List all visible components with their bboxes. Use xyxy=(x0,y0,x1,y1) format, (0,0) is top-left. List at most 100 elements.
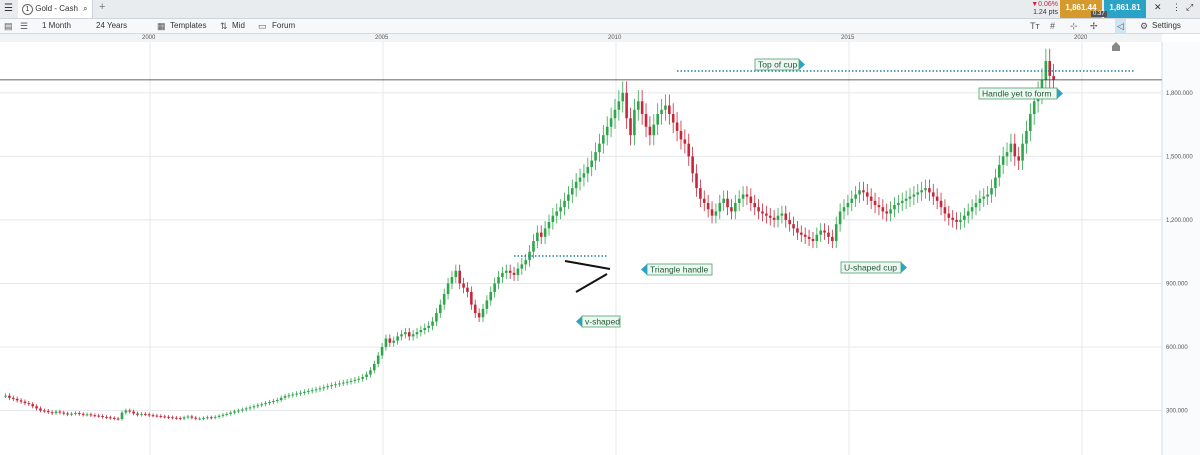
candle-body xyxy=(951,217,954,220)
mid-icon[interactable]: ⇅ xyxy=(220,21,228,31)
candle-body xyxy=(268,402,271,404)
forum-icon[interactable]: ▭ xyxy=(258,21,267,31)
instrument-tab[interactable]: 1 Gold - Cash ⌕ xyxy=(18,0,93,18)
candle xyxy=(167,415,170,420)
candle xyxy=(182,415,186,421)
candle-body xyxy=(636,101,640,110)
candle xyxy=(190,414,194,420)
candle-body xyxy=(551,215,555,223)
candle xyxy=(23,399,27,406)
candle xyxy=(687,133,691,166)
candle xyxy=(217,414,221,419)
range-selector[interactable]: 24 Years xyxy=(96,21,128,30)
forum-button[interactable]: Forum xyxy=(272,21,296,30)
candle xyxy=(668,94,671,125)
candle-body xyxy=(419,330,423,333)
candle-body xyxy=(501,272,504,278)
templates-button[interactable]: Templates xyxy=(170,21,207,30)
candle xyxy=(854,186,857,207)
plus-icon[interactable]: + xyxy=(99,1,106,13)
tab-title: Gold - Cash xyxy=(35,4,78,13)
candle xyxy=(959,212,962,230)
search-icon[interactable]: ⌕ xyxy=(83,4,88,13)
candle-body xyxy=(675,122,679,131)
candle xyxy=(924,179,927,199)
candle xyxy=(648,116,652,146)
crosshair-icon[interactable]: ⊹ xyxy=(1070,21,1078,31)
templates-icon[interactable]: ▦ xyxy=(157,21,166,31)
candle-body xyxy=(753,202,757,208)
annotation-v-shaped: v-shaped xyxy=(576,315,621,328)
candle xyxy=(163,414,166,419)
candle xyxy=(621,81,625,113)
candle-body xyxy=(648,126,652,136)
candle-body xyxy=(547,222,551,229)
candle-body xyxy=(660,109,663,115)
candle xyxy=(1052,63,1055,92)
candle xyxy=(396,332,399,345)
candle-body xyxy=(737,198,741,203)
list-icon[interactable]: ☰ xyxy=(20,21,29,31)
candle xyxy=(373,360,376,374)
candle xyxy=(147,412,151,417)
candle-body xyxy=(726,198,729,208)
candle-body xyxy=(299,392,302,394)
maximize-icon[interactable]: ⤢ xyxy=(1186,2,1194,12)
candle xyxy=(454,264,458,284)
candle-body xyxy=(140,413,143,415)
layout-icon[interactable]: ▤ xyxy=(4,21,13,31)
candle xyxy=(27,400,31,407)
candle xyxy=(528,245,531,267)
close-icon[interactable]: ✕ xyxy=(1154,2,1162,12)
candle xyxy=(656,103,659,136)
buy-price-button[interactable]: 1,861.81 xyxy=(1104,0,1146,18)
candle-body xyxy=(209,417,213,419)
candle-body xyxy=(124,410,128,413)
candle-body xyxy=(970,207,974,212)
candle xyxy=(341,379,345,387)
candle xyxy=(970,199,974,220)
candle xyxy=(982,188,986,207)
text-tool-icon[interactable]: Tт xyxy=(1030,21,1040,31)
candle xyxy=(679,120,683,150)
tag-icon[interactable]: ◁ xyxy=(1115,19,1126,33)
spread-value: 0.37 xyxy=(1091,11,1107,17)
candle-body xyxy=(668,105,671,115)
triangle-lower-line xyxy=(575,273,608,293)
y-tick-label: 300.000 xyxy=(1166,409,1188,415)
candle-body xyxy=(128,410,132,412)
candle-body xyxy=(322,387,326,389)
gear-icon[interactable]: ⚙ xyxy=(1140,21,1149,31)
candle-body xyxy=(159,416,163,418)
candle-body xyxy=(23,401,27,404)
candle xyxy=(629,107,632,146)
candle-body xyxy=(19,400,23,402)
candle xyxy=(939,192,943,216)
candle-body xyxy=(338,383,341,385)
candle-body xyxy=(621,92,625,102)
candle-body xyxy=(384,338,388,347)
pointer-icon[interactable]: ✢ xyxy=(1090,21,1098,31)
candle-body xyxy=(625,92,628,119)
interval-selector[interactable]: 1 Month xyxy=(42,21,71,30)
candle xyxy=(275,397,279,404)
candle xyxy=(1009,133,1013,162)
more-icon[interactable]: ⋮ xyxy=(1172,2,1181,12)
candle-body xyxy=(834,224,838,242)
candle-body xyxy=(295,393,298,395)
candle xyxy=(326,383,330,390)
candle xyxy=(283,393,287,401)
candle xyxy=(458,264,462,290)
candle xyxy=(776,207,780,228)
candle xyxy=(730,199,733,220)
candle xyxy=(400,330,403,341)
candle-body xyxy=(939,200,943,208)
candle xyxy=(691,146,694,183)
grid-icon[interactable]: # xyxy=(1050,21,1056,31)
hamburger-icon[interactable]: ☰ xyxy=(4,3,13,14)
candle xyxy=(718,194,722,220)
mid-button[interactable]: Mid xyxy=(232,21,245,30)
candle xyxy=(260,402,264,408)
settings-button[interactable]: Settings xyxy=(1152,21,1181,30)
